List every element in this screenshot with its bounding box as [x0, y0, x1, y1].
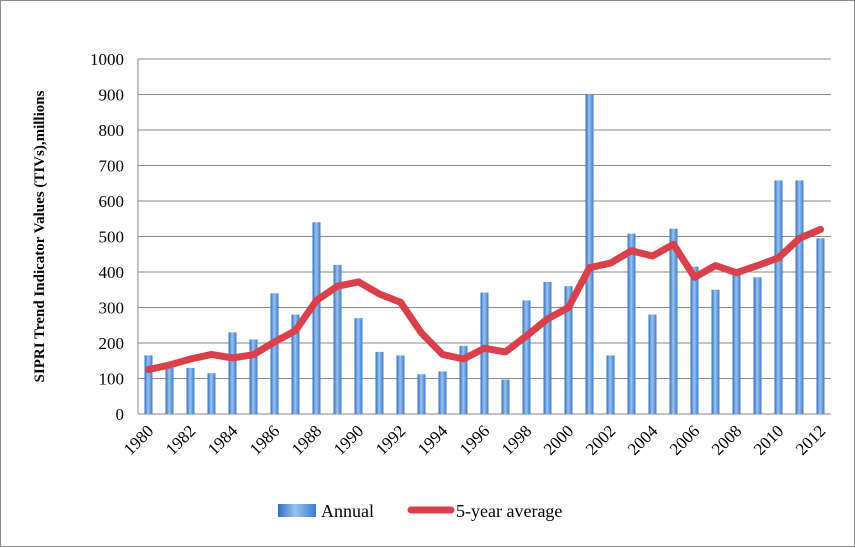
x-tick-label: 1996: [456, 421, 493, 458]
y-tick-label: 900: [99, 86, 125, 105]
bar-annual: [375, 351, 384, 414]
bar-annual: [438, 371, 447, 414]
x-tick-label: 2004: [624, 421, 662, 459]
x-tick-label: 1998: [498, 421, 535, 458]
bar-annual: [501, 379, 510, 414]
x-tick-label: 1988: [288, 421, 325, 458]
x-tick-label: 2002: [582, 421, 619, 458]
bar-annual: [795, 180, 804, 414]
bar-annual: [228, 332, 237, 414]
line-average: [145, 225, 824, 374]
x-tick-label: 1990: [330, 421, 367, 458]
bar-annual: [669, 228, 678, 414]
bar-annual: [606, 355, 615, 414]
bar-annual: [627, 233, 636, 414]
line-series-average: [145, 225, 824, 374]
bar-annual: [144, 355, 153, 414]
bar-annual: [354, 318, 363, 414]
y-tick-label: 400: [99, 263, 125, 282]
bar-annual: [396, 355, 405, 414]
bar-annual: [417, 374, 426, 414]
y-tick-label: 700: [99, 157, 125, 176]
x-tick-label: 2006: [666, 421, 703, 458]
bar-annual: [249, 339, 258, 414]
y-tick-label: 600: [99, 192, 125, 211]
x-tick-label: 1982: [162, 421, 199, 458]
legend-label-annual: Annual: [321, 501, 374, 521]
bar-annual: [543, 281, 552, 414]
bar-annual: [207, 373, 216, 414]
x-tick-label: 2012: [792, 421, 829, 458]
y-tick-label: 500: [99, 228, 125, 247]
y-tick-label: 300: [99, 299, 125, 318]
x-tick-label: 1994: [414, 421, 452, 459]
bar-annual: [312, 222, 321, 414]
x-tick-label: 1992: [372, 421, 409, 458]
bar-annual: [711, 289, 720, 414]
y-tick-label: 200: [99, 334, 125, 353]
y-axis-label: SIPRI Trend Indicator Values (TIVs),mill…: [32, 90, 48, 382]
legend: Annual 5-year average: [278, 501, 562, 521]
bar-annual: [774, 180, 783, 414]
legend-label-average: 5-year average: [456, 501, 562, 521]
legend-swatch-annual: [278, 504, 316, 517]
x-tick-label: 2000: [540, 421, 577, 458]
x-tick-label: 1986: [246, 421, 283, 458]
bar-annual: [291, 314, 300, 414]
bar-series-annual: [144, 94, 825, 414]
bar-annual: [690, 266, 699, 414]
x-tick-label: 1980: [120, 421, 157, 458]
bar-annual: [333, 264, 342, 414]
x-tick-label: 1984: [204, 421, 242, 459]
x-tick-label: 2008: [708, 421, 745, 458]
bar-annual: [564, 286, 573, 414]
bar-annual: [480, 292, 489, 414]
bar-annual: [585, 94, 594, 414]
bar-annual: [459, 345, 468, 414]
x-axis-ticks: 1980 1982 1984 1986 1988 1990 1992 1994 1996 1998…: [120, 421, 829, 459]
bar-annual: [648, 314, 657, 414]
bar-annual: [270, 293, 279, 414]
y-axis-ticks: 0 100 200 300 400 500 600 700 800 900 1000: [90, 50, 124, 424]
bar-annual: [753, 277, 762, 414]
bar-annual: [732, 272, 741, 414]
y-tick-label: 100: [99, 370, 125, 389]
y-tick-label: 0: [116, 405, 125, 424]
x-tick-label: 2010: [750, 421, 787, 458]
bar-annual: [186, 367, 195, 414]
y-tick-label: 1000: [90, 50, 124, 69]
bar-annual: [522, 300, 531, 414]
y-tick-label: 800: [99, 121, 125, 140]
bar-annual: [816, 238, 825, 414]
bar-annual: [165, 367, 174, 414]
